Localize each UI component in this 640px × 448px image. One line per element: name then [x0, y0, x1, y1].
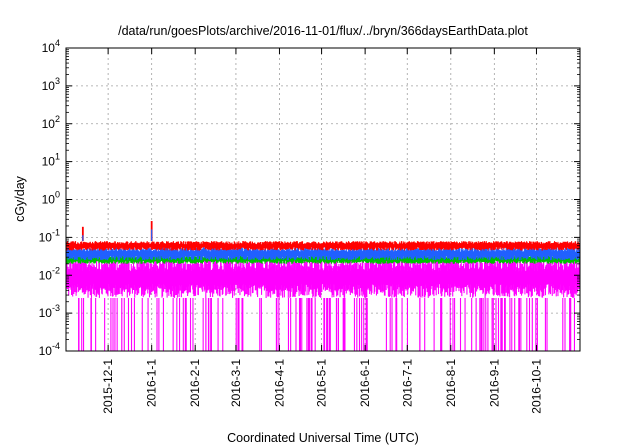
y-tick-label: 10-4	[39, 341, 60, 358]
series-band-3	[66, 241, 580, 251]
x-tick-label: 2016-8-1	[444, 359, 458, 407]
x-axis: 2015-12-1 2016-1-1 2016-2-1 2016-3-1 2016-4-…	[101, 48, 543, 414]
x-tick-label: 2016-9-1	[487, 359, 501, 407]
x-tick-label: 2016-6-1	[358, 359, 372, 407]
y-axis-label: cGy/day	[13, 175, 27, 222]
y-tick-label: 100	[42, 190, 60, 207]
chart-title: /data/run/goesPlots/archive/2016-11-01/f…	[118, 24, 528, 38]
y-tick-label: 10-1	[39, 227, 60, 244]
y-tick-label: 102	[42, 114, 60, 131]
grid-lines	[66, 48, 580, 351]
series-band-0	[66, 257, 580, 351]
x-tick-label: 2016-5-1	[315, 359, 329, 407]
x-tick-label: 2016-3-1	[229, 359, 243, 407]
x-tick-label: 2015-12-1	[101, 359, 115, 414]
x-tick-label: 2016-7-1	[400, 359, 414, 407]
plot-series	[66, 221, 580, 351]
y-tick-label: 10-2	[39, 265, 60, 282]
y-tick-label: 10-3	[39, 303, 60, 320]
x-tick-label: 2016-1-1	[145, 359, 159, 407]
x-tick-label: 2016-2-1	[188, 359, 202, 407]
y-tick-label: 103	[42, 76, 60, 93]
x-axis-label: Coordinated Universal Time (UTC)	[227, 431, 419, 445]
y-tick-label: 104	[42, 38, 60, 55]
x-tick-label: 2016-4-1	[272, 359, 286, 407]
y-tick-label: 101	[42, 152, 60, 169]
x-tick-label: 2016-10-1	[529, 359, 543, 414]
